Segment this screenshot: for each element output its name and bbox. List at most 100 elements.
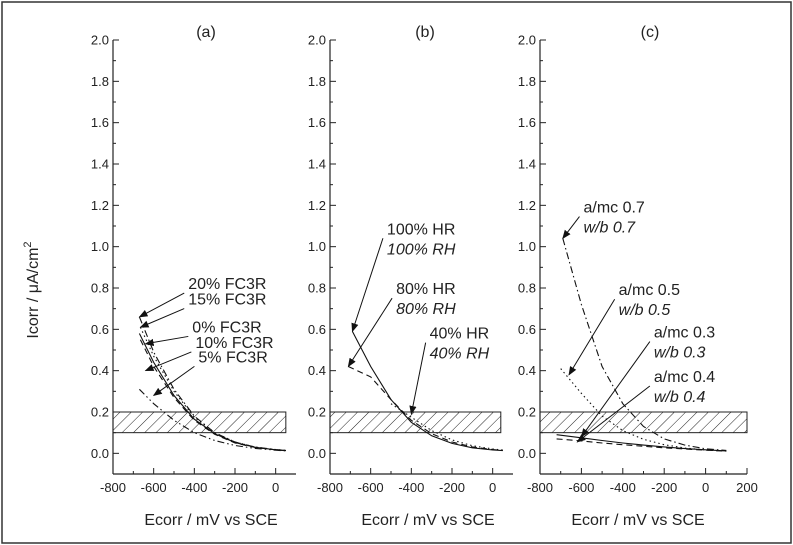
annotation-label: 10% FC3R [195, 335, 273, 352]
annotation-line: 40% RH [430, 346, 490, 363]
series-line-1 [562, 238, 727, 451]
y-tick-label: 0.8 [91, 281, 109, 296]
x-tick-label: -600 [141, 480, 167, 495]
x-tick-label: -200 [222, 480, 248, 495]
panel-c: (c) Ecorr / mV vs SCE 0.0 0.2 0.4 0.6 0.8 1.0… [518, 24, 758, 529]
y-tick-label: 2.0 [518, 33, 536, 48]
annotation-line: 100% RH [387, 241, 456, 258]
y-tick-label: 1.2 [518, 198, 536, 213]
annotation-line: 80% HR [396, 281, 456, 298]
y-tick-label: 0.2 [308, 405, 326, 420]
x-tick-label: -400 [181, 480, 207, 495]
annotation-arrow [152, 365, 195, 396]
annotation-line: w/b 0.4 [654, 389, 706, 406]
y-tick-label: 0.8 [518, 281, 536, 296]
annotation-arrow [138, 292, 185, 318]
y-tick-label: 0.2 [518, 405, 536, 420]
x-tick-label: -800 [527, 480, 553, 495]
annotation-label: 40% HR 40% RH [430, 326, 490, 363]
annotation-line: 15% FC3R [188, 292, 266, 309]
y-tick-label: 0.0 [518, 446, 536, 461]
annotation-arrow [580, 341, 651, 438]
x-tick-label: 0 [489, 480, 496, 495]
x-axis-label: Ecorr / mV vs SCE [361, 512, 494, 529]
y-tick-label: 1.0 [91, 239, 109, 254]
annotation-line: w/b 0.5 [619, 302, 671, 319]
y-tick-label: 1.4 [518, 157, 536, 172]
y-axis-label: Icorr / μA/cm2 [22, 241, 42, 338]
x-tick-label: -800 [100, 480, 126, 495]
x-axis-label: Ecorr / mV vs SCE [571, 512, 704, 529]
panel-b: (b) Ecorr / mV vs SCE 0.0 0.2 0.4 0.6 0.8 1.0… [308, 24, 513, 529]
annotation-line: 80% RH [396, 301, 456, 318]
y-tick-label: 0.6 [308, 322, 326, 337]
annotation-arrow [144, 335, 189, 346]
annotation-arrow [568, 298, 616, 376]
hatched-band [329, 411, 502, 434]
series-line-4 [139, 339, 286, 452]
y-tick-label: 0.2 [91, 405, 109, 420]
series-line-2 [139, 327, 286, 451]
y-tick-label: 0.0 [308, 446, 326, 461]
annotation-arrow [351, 238, 384, 333]
y-tick-label: 0.4 [91, 363, 109, 378]
annotation-line: a/mc 0.3 [654, 325, 715, 342]
annotation-label: 20% FC3R [188, 276, 266, 293]
panel-label: (a) [196, 24, 216, 41]
x-tick-label: -600 [568, 480, 594, 495]
y-axis-label-text: Icorr / μA/cm [25, 248, 42, 339]
y-tick-label: 0.6 [91, 322, 109, 337]
annotation-arrow [347, 297, 393, 368]
annotation-label: 80% HR 80% RH [396, 281, 456, 318]
y-tick-label: 1.4 [91, 157, 109, 172]
y-tick-label: 1.8 [518, 74, 536, 89]
y-axis-label-superscript: 2 [22, 241, 34, 247]
x-tick-label: -800 [317, 480, 343, 495]
annotation-label: 100% HR 100% RH [387, 221, 456, 258]
annotation-line: 20% FC3R [188, 276, 266, 293]
y-tick-label: 0.4 [518, 363, 536, 378]
y-tick-label: 1.8 [91, 74, 109, 89]
x-tick-label: -200 [439, 480, 465, 495]
annotation-label: a/mc 0.3 w/b 0.3 [654, 325, 715, 362]
annotation-line: w/b 0.3 [654, 345, 706, 362]
x-tick-label: -400 [398, 480, 424, 495]
y-tick-label: 1.0 [518, 239, 536, 254]
panel-label: (b) [415, 24, 435, 41]
y-tick-label: 1.6 [518, 115, 536, 130]
x-tick-label: 0 [272, 480, 279, 495]
annotation-line: a/mc 0.5 [619, 282, 680, 299]
panel-label: (c) [641, 24, 660, 41]
y-tick-label: 1.2 [91, 198, 109, 213]
annotation-line: 10% FC3R [195, 335, 273, 352]
annotation-arrow [144, 351, 192, 372]
y-tick-label: 0.6 [518, 322, 536, 337]
y-tick-label: 2.0 [308, 33, 326, 48]
panel-a: (a) Ecorr / mV vs SCE 0.0 0.2 0.4 0.6 0.8 1.0… [91, 24, 296, 529]
series-line-3 [556, 434, 727, 452]
hatched-band [539, 411, 748, 434]
y-tick-label: 1.4 [308, 157, 326, 172]
series-line-3 [390, 403, 503, 451]
y-tick-label: 2.0 [91, 33, 109, 48]
x-tick-label: -200 [651, 480, 677, 495]
annotation-arrow [409, 342, 427, 415]
annotation-line: a/mc 0.7 [583, 200, 644, 217]
annotation-line: 5% FC3R [198, 349, 267, 366]
y-tick-label: 1.2 [308, 198, 326, 213]
annotation-line: a/mc 0.4 [654, 369, 715, 386]
annotation-label: a/mc 0.5 w/b 0.5 [619, 282, 680, 319]
y-tick-label: 1.6 [308, 115, 326, 130]
y-tick-label: 0.0 [91, 446, 109, 461]
annotation-arrow [562, 216, 580, 240]
x-tick-label: 200 [736, 480, 758, 495]
series-line-5 [139, 388, 286, 452]
y-tick-label: 1.8 [308, 74, 326, 89]
x-tick-label: 0 [702, 480, 709, 495]
x-tick-label: -600 [358, 480, 384, 495]
x-tick-label: -400 [610, 480, 636, 495]
annotation-arrow [576, 385, 651, 443]
series-line-4 [556, 438, 727, 452]
